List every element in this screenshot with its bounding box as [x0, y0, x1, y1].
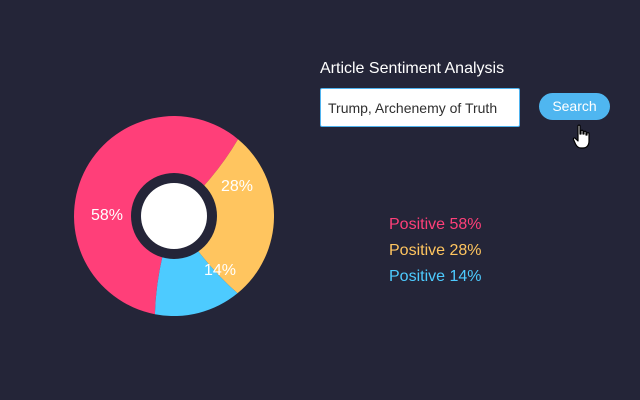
chart-label-pink: 58%: [91, 207, 123, 224]
sentiment-donut-chart: 58% 28% 14%: [74, 116, 274, 316]
search-button[interactable]: Search: [539, 93, 610, 120]
legend-item: Positive 28%: [389, 242, 482, 259]
legend: Positive 58% Positive 28% Positive 14%: [389, 215, 482, 293]
chart-label-blue: 14%: [204, 262, 236, 279]
chart-segment-yellow: [174, 139, 274, 294]
search-input[interactable]: [320, 88, 520, 127]
chart-label-yellow: 28%: [221, 178, 253, 195]
hand-pointer-glyph: [572, 124, 590, 149]
hand-pointer-icon: [572, 124, 594, 150]
chart-svg: 58% 28% 14%: [74, 116, 274, 316]
chart-center: [141, 183, 207, 249]
page-title: Article Sentiment Analysis: [320, 60, 505, 77]
legend-item: Positive 14%: [389, 268, 482, 285]
legend-item: Positive 58%: [389, 216, 482, 233]
